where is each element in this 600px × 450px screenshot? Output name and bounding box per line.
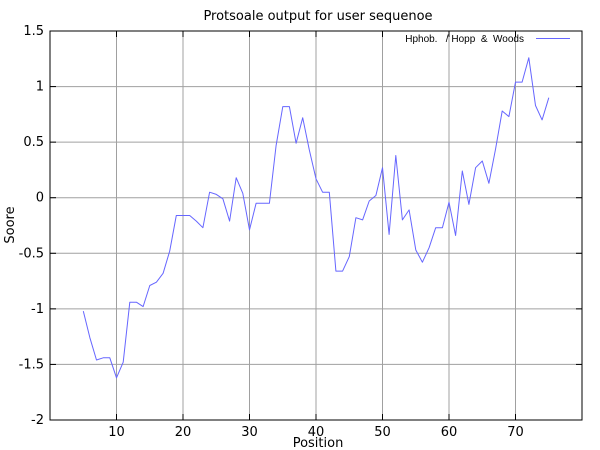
series-line bbox=[82, 57, 550, 379]
axis-ticks: 10 20 30 40 50 60 70 -2 -1.5 -1 -0.5 0 0.5 1 1.5 bbox=[19, 24, 582, 440]
y-tick-label: -1.5 bbox=[19, 357, 44, 372]
y-tick-label: 0.5 bbox=[23, 135, 44, 150]
x-tick-label: 20 bbox=[175, 425, 192, 440]
x-tick-label: 60 bbox=[441, 425, 458, 440]
y-tick-label: 1 bbox=[36, 80, 44, 95]
y-tick-label: -1 bbox=[31, 302, 44, 317]
y-tick-label: 0 bbox=[36, 191, 44, 206]
series-lines bbox=[82, 57, 550, 379]
legend: Hphob. / Hopp & Woods bbox=[405, 34, 570, 45]
x-tick-label: 30 bbox=[241, 425, 258, 440]
y-tick-label: 1.5 bbox=[23, 24, 44, 39]
x-tick-label: 10 bbox=[108, 425, 125, 440]
y-axis-label: Soore bbox=[3, 206, 18, 243]
y-tick-label: -2 bbox=[31, 413, 44, 428]
grid-lines bbox=[50, 31, 582, 420]
x-tick-label: 50 bbox=[374, 425, 391, 440]
legend-label: Hphob. / Hopp & Woods bbox=[405, 34, 524, 45]
x-axis-label: Position bbox=[293, 436, 344, 450]
x-tick-label: 70 bbox=[507, 425, 524, 440]
chart-title: Protsoale output for user sequenoe bbox=[203, 9, 432, 24]
x-tick-label: 40 bbox=[308, 425, 325, 440]
y-tick-label: -0.5 bbox=[19, 246, 44, 261]
